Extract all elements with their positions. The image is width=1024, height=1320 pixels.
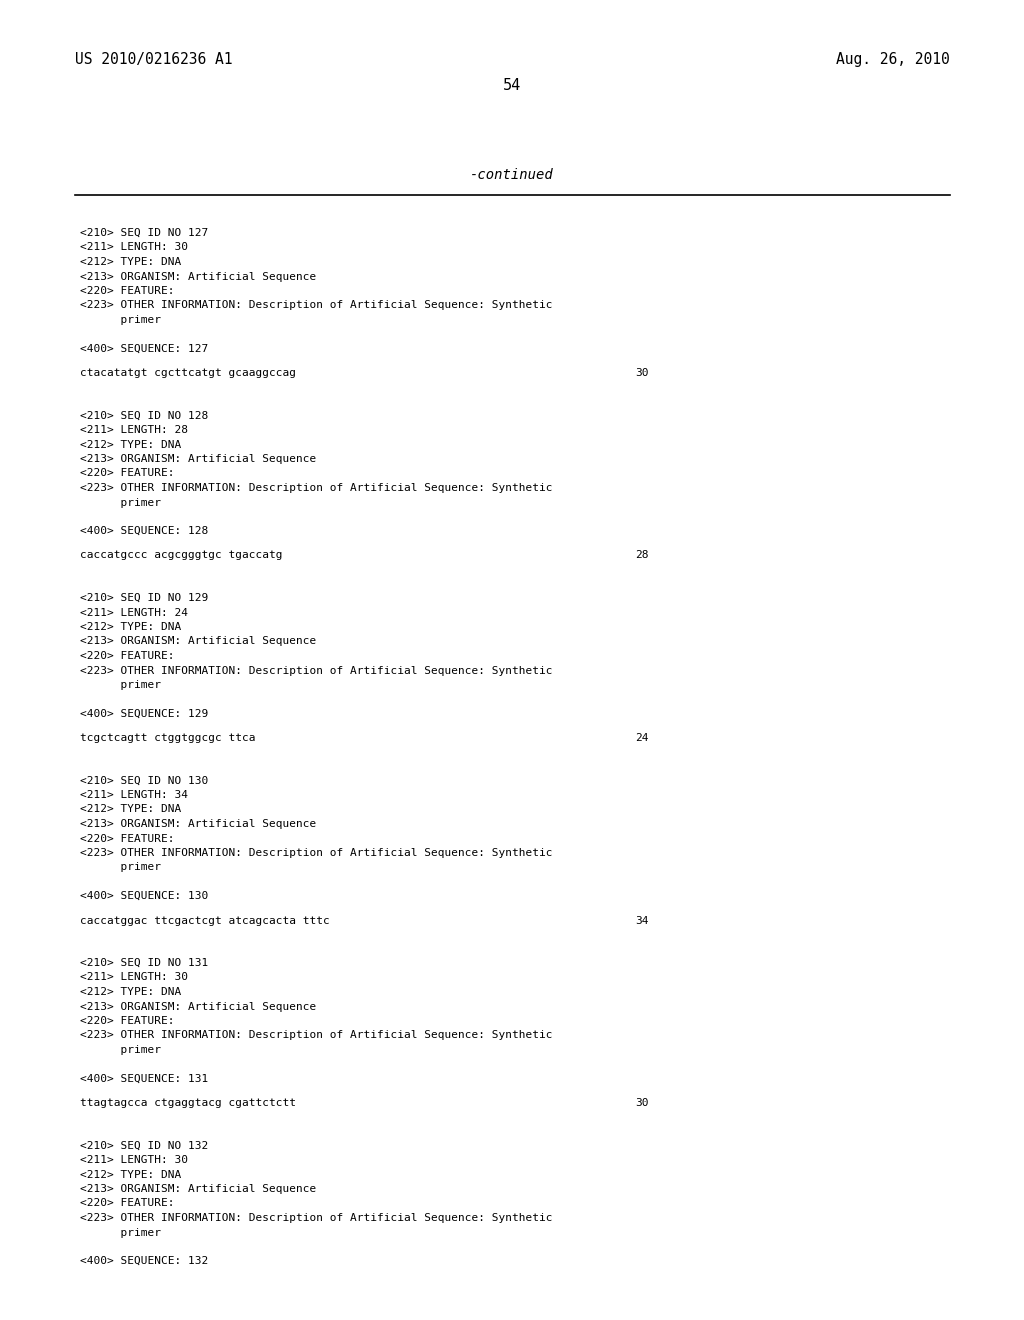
Text: <210> SEQ ID NO 127: <210> SEQ ID NO 127 xyxy=(80,228,208,238)
Text: <213> ORGANISM: Artificial Sequence: <213> ORGANISM: Artificial Sequence xyxy=(80,1002,316,1011)
Text: tcgctcagtt ctggtggcgc ttca: tcgctcagtt ctggtggcgc ttca xyxy=(80,733,256,743)
Text: <211> LENGTH: 30: <211> LENGTH: 30 xyxy=(80,1155,188,1166)
Text: <212> TYPE: DNA: <212> TYPE: DNA xyxy=(80,440,181,450)
Text: <220> FEATURE:: <220> FEATURE: xyxy=(80,833,174,843)
Text: <220> FEATURE:: <220> FEATURE: xyxy=(80,1199,174,1209)
Text: <211> LENGTH: 28: <211> LENGTH: 28 xyxy=(80,425,188,436)
Text: <400> SEQUENCE: 132: <400> SEQUENCE: 132 xyxy=(80,1257,208,1266)
Text: primer: primer xyxy=(80,1228,161,1238)
Text: primer: primer xyxy=(80,315,161,325)
Text: <213> ORGANISM: Artificial Sequence: <213> ORGANISM: Artificial Sequence xyxy=(80,454,316,465)
Text: -continued: -continued xyxy=(470,168,554,182)
Text: caccatgccc acgcgggtgc tgaccatg: caccatgccc acgcgggtgc tgaccatg xyxy=(80,550,283,561)
Text: <210> SEQ ID NO 129: <210> SEQ ID NO 129 xyxy=(80,593,208,603)
Text: caccatggac ttcgactcgt atcagcacta tttc: caccatggac ttcgactcgt atcagcacta tttc xyxy=(80,916,330,925)
Text: <212> TYPE: DNA: <212> TYPE: DNA xyxy=(80,987,181,997)
Text: 30: 30 xyxy=(635,368,648,378)
Text: ctacatatgt cgcttcatgt gcaaggccag: ctacatatgt cgcttcatgt gcaaggccag xyxy=(80,368,296,378)
Text: <220> FEATURE:: <220> FEATURE: xyxy=(80,1016,174,1026)
Text: US 2010/0216236 A1: US 2010/0216236 A1 xyxy=(75,51,232,67)
Text: <400> SEQUENCE: 127: <400> SEQUENCE: 127 xyxy=(80,343,208,354)
Text: <210> SEQ ID NO 131: <210> SEQ ID NO 131 xyxy=(80,958,208,968)
Text: <210> SEQ ID NO 132: <210> SEQ ID NO 132 xyxy=(80,1140,208,1151)
Text: <210> SEQ ID NO 128: <210> SEQ ID NO 128 xyxy=(80,411,208,421)
Text: primer: primer xyxy=(80,680,161,690)
Text: 34: 34 xyxy=(635,916,648,925)
Text: <400> SEQUENCE: 130: <400> SEQUENCE: 130 xyxy=(80,891,208,902)
Text: <223> OTHER INFORMATION: Description of Artificial Sequence: Synthetic: <223> OTHER INFORMATION: Description of … xyxy=(80,1213,553,1224)
Text: ttagtagcca ctgaggtacg cgattctctt: ttagtagcca ctgaggtacg cgattctctt xyxy=(80,1098,296,1107)
Text: <400> SEQUENCE: 128: <400> SEQUENCE: 128 xyxy=(80,525,208,536)
Text: Aug. 26, 2010: Aug. 26, 2010 xyxy=(837,51,950,67)
Text: <211> LENGTH: 30: <211> LENGTH: 30 xyxy=(80,973,188,982)
Text: <220> FEATURE:: <220> FEATURE: xyxy=(80,286,174,296)
Text: <220> FEATURE:: <220> FEATURE: xyxy=(80,469,174,479)
Text: <400> SEQUENCE: 131: <400> SEQUENCE: 131 xyxy=(80,1073,208,1084)
Text: 30: 30 xyxy=(635,1098,648,1107)
Text: <211> LENGTH: 34: <211> LENGTH: 34 xyxy=(80,789,188,800)
Text: primer: primer xyxy=(80,498,161,507)
Text: <211> LENGTH: 30: <211> LENGTH: 30 xyxy=(80,243,188,252)
Text: <223> OTHER INFORMATION: Description of Artificial Sequence: Synthetic: <223> OTHER INFORMATION: Description of … xyxy=(80,847,553,858)
Text: <223> OTHER INFORMATION: Description of Artificial Sequence: Synthetic: <223> OTHER INFORMATION: Description of … xyxy=(80,1031,553,1040)
Text: <212> TYPE: DNA: <212> TYPE: DNA xyxy=(80,1170,181,1180)
Text: <223> OTHER INFORMATION: Description of Artificial Sequence: Synthetic: <223> OTHER INFORMATION: Description of … xyxy=(80,665,553,676)
Text: <212> TYPE: DNA: <212> TYPE: DNA xyxy=(80,257,181,267)
Text: <210> SEQ ID NO 130: <210> SEQ ID NO 130 xyxy=(80,776,208,785)
Text: primer: primer xyxy=(80,1045,161,1055)
Text: <213> ORGANISM: Artificial Sequence: <213> ORGANISM: Artificial Sequence xyxy=(80,1184,316,1195)
Text: <223> OTHER INFORMATION: Description of Artificial Sequence: Synthetic: <223> OTHER INFORMATION: Description of … xyxy=(80,483,553,492)
Text: <213> ORGANISM: Artificial Sequence: <213> ORGANISM: Artificial Sequence xyxy=(80,818,316,829)
Text: <212> TYPE: DNA: <212> TYPE: DNA xyxy=(80,804,181,814)
Text: <211> LENGTH: 24: <211> LENGTH: 24 xyxy=(80,607,188,618)
Text: primer: primer xyxy=(80,862,161,873)
Text: <212> TYPE: DNA: <212> TYPE: DNA xyxy=(80,622,181,632)
Text: <223> OTHER INFORMATION: Description of Artificial Sequence: Synthetic: <223> OTHER INFORMATION: Description of … xyxy=(80,301,553,310)
Text: <400> SEQUENCE: 129: <400> SEQUENCE: 129 xyxy=(80,709,208,718)
Text: <213> ORGANISM: Artificial Sequence: <213> ORGANISM: Artificial Sequence xyxy=(80,636,316,647)
Text: 54: 54 xyxy=(503,78,521,92)
Text: 24: 24 xyxy=(635,733,648,743)
Text: <213> ORGANISM: Artificial Sequence: <213> ORGANISM: Artificial Sequence xyxy=(80,272,316,281)
Text: 28: 28 xyxy=(635,550,648,561)
Text: <220> FEATURE:: <220> FEATURE: xyxy=(80,651,174,661)
